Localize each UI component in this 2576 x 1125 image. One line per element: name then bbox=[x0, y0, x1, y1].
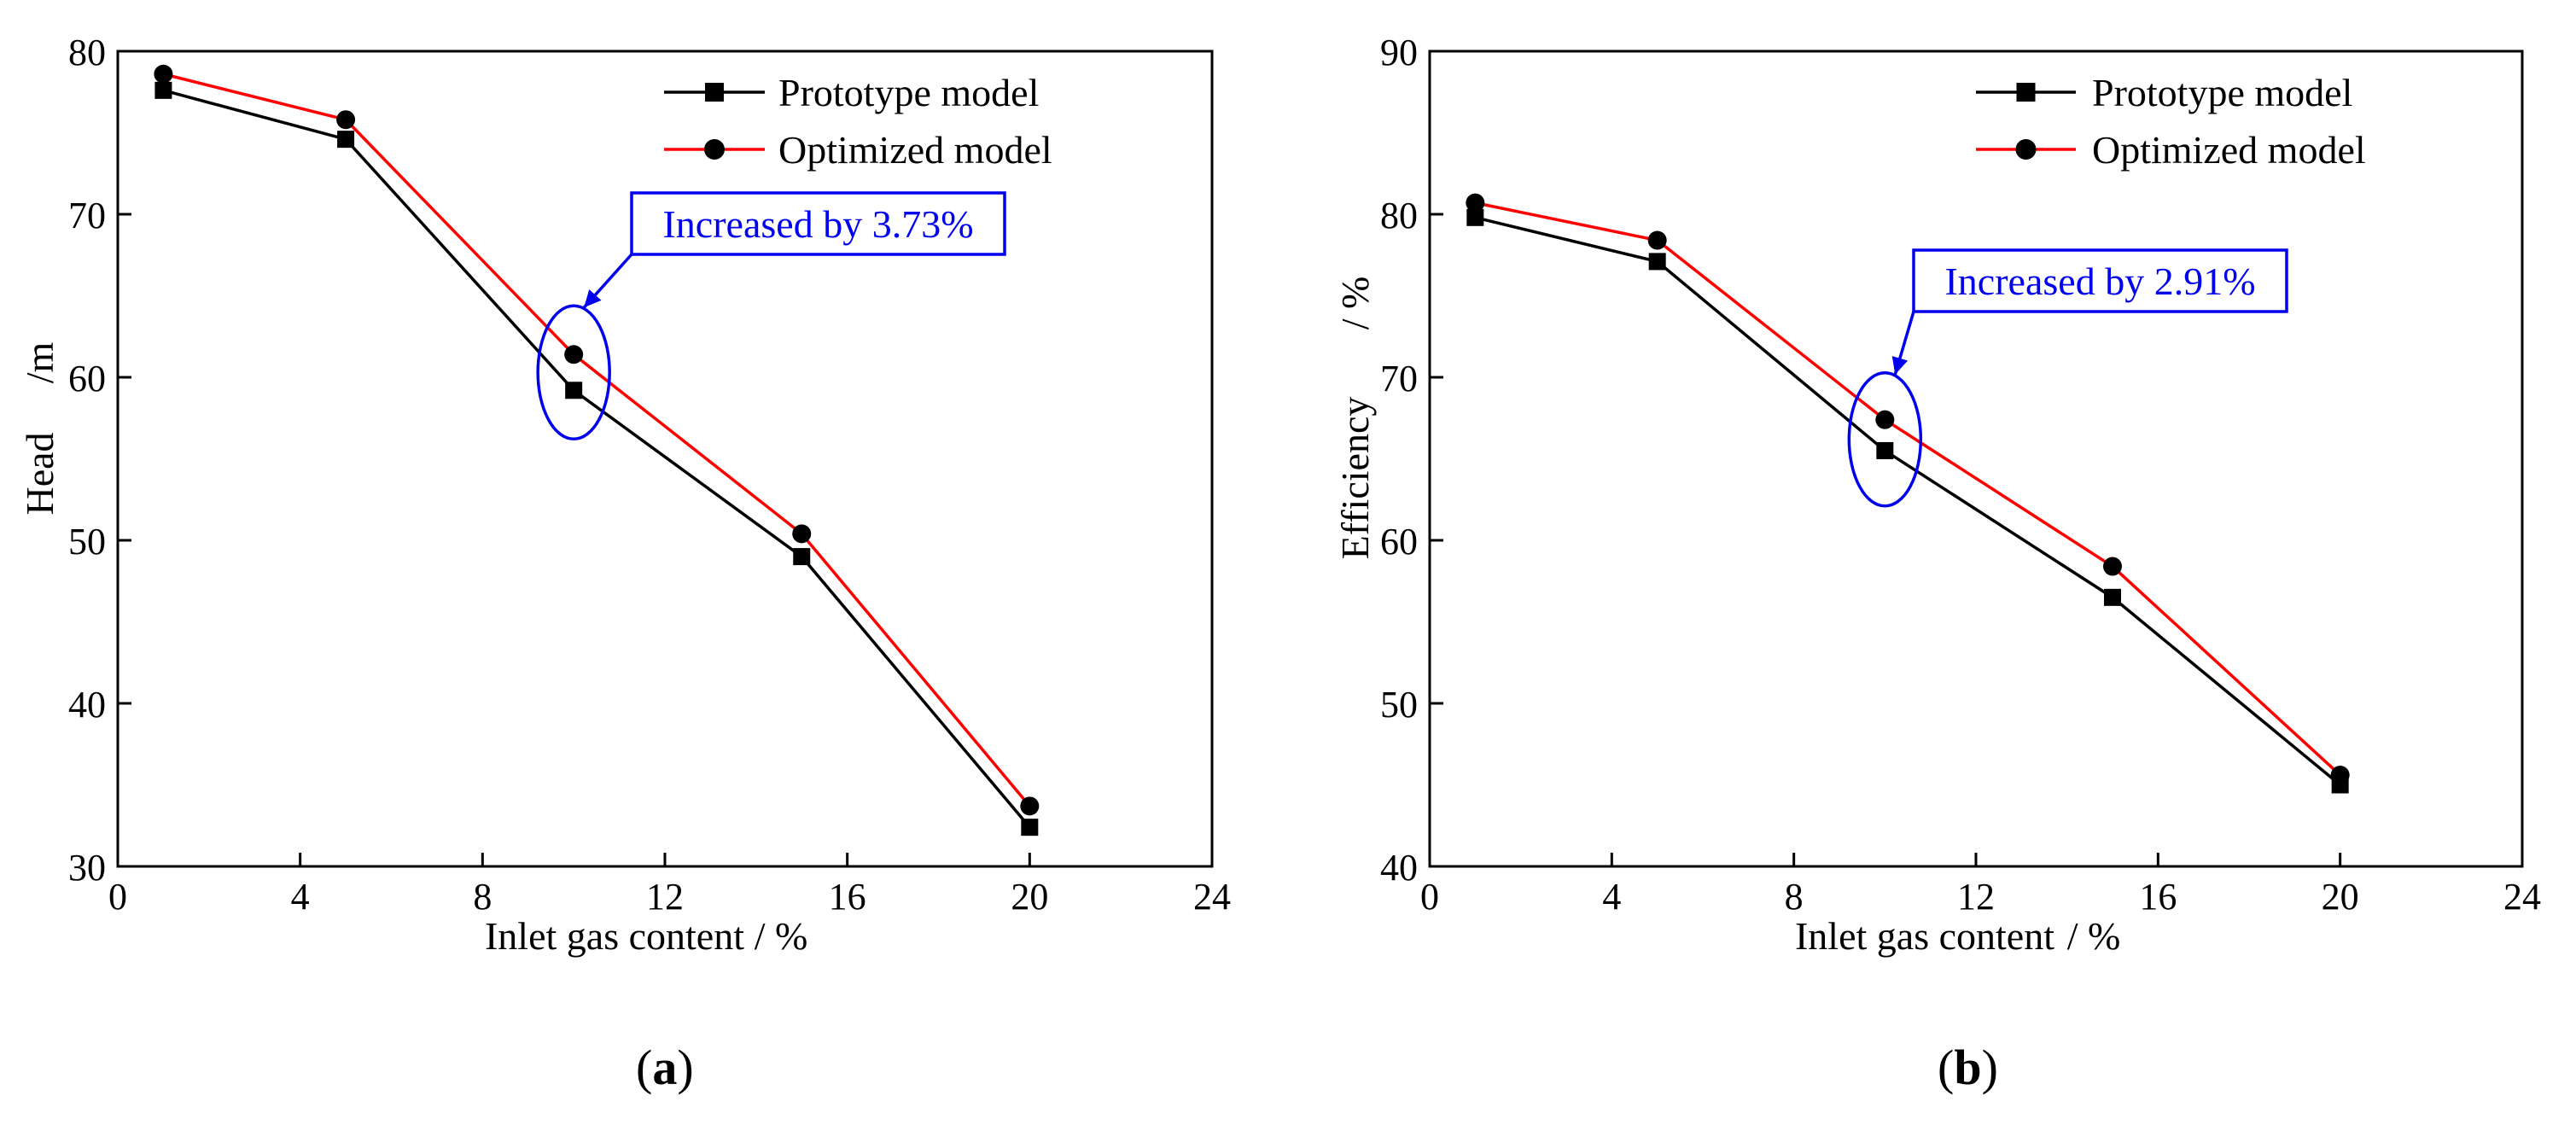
data-point-optimized bbox=[1020, 796, 1040, 816]
x-axis-unit: / % bbox=[2067, 914, 2121, 958]
annotation-ellipse bbox=[536, 304, 611, 441]
data-point-prototype bbox=[2104, 588, 2121, 606]
annotation-text: Increased by 2.91% bbox=[1944, 259, 2255, 303]
data-point-optimized bbox=[564, 345, 584, 364]
data-point-optimized bbox=[792, 524, 812, 544]
y-tick-label: 70 bbox=[1380, 358, 1418, 399]
data-point-optimized bbox=[1647, 230, 1667, 250]
x-tick-label: 4 bbox=[1602, 876, 1621, 918]
annotation-arrowhead bbox=[584, 289, 602, 308]
x-tick-label: 0 bbox=[1420, 876, 1439, 918]
y-tick-label: 40 bbox=[1380, 847, 1418, 889]
chart-b: 0 4 8 12 16 20 24 40 50 60 70 80 90 Inlet gas content… bbox=[1333, 32, 2541, 1095]
chart-a: 0 4 8 12 16 20 24 30 40 50 60 70 80 Inlet gas content… bbox=[18, 32, 1231, 1095]
x-tick-label: 12 bbox=[646, 876, 684, 918]
x-axis-unit: / % bbox=[755, 914, 808, 958]
y-tick-label: 80 bbox=[1380, 195, 1418, 236]
x-tick-label: 24 bbox=[2503, 876, 2541, 918]
annotation-arrowhead bbox=[1891, 356, 1909, 375]
plot-frame bbox=[1428, 50, 2524, 868]
panel-label-close: ) bbox=[677, 1040, 693, 1095]
x-tick-label: 20 bbox=[1011, 876, 1048, 918]
panel-label: (b) bbox=[1938, 1040, 1998, 1095]
annotation-box bbox=[1912, 248, 2288, 313]
x-tick-label: 8 bbox=[473, 876, 492, 918]
plot-frame bbox=[116, 50, 1214, 868]
y-tick-label: 90 bbox=[1380, 32, 1418, 73]
legend-marker-optimized bbox=[704, 139, 725, 160]
y-tick-label: 50 bbox=[68, 521, 106, 562]
y-tick-label: 60 bbox=[1380, 521, 1418, 562]
panel-label-letter: b bbox=[1954, 1040, 1981, 1095]
data-point-prototype bbox=[1648, 253, 1666, 271]
legend-label: Optimized model bbox=[2092, 128, 2366, 172]
data-point-optimized bbox=[1466, 193, 1485, 213]
y-axis-unit: /m bbox=[18, 342, 61, 384]
data-point-prototype bbox=[1021, 819, 1039, 836]
x-tick-label: 24 bbox=[1193, 876, 1231, 918]
data-point-optimized bbox=[154, 64, 173, 84]
series-line-optimized bbox=[162, 73, 1031, 807]
x-axis-label: Inlet gas content bbox=[485, 914, 744, 958]
annotation-text: Increased by 3.73% bbox=[662, 202, 973, 246]
y-tick-label: 40 bbox=[68, 684, 106, 726]
data-point-prototype bbox=[154, 81, 172, 99]
x-tick-label: 0 bbox=[108, 876, 127, 918]
y-tick-label: 80 bbox=[68, 32, 106, 73]
x-tick-label: 16 bbox=[2139, 876, 2177, 918]
x-axis-label: Inlet gas content bbox=[1795, 914, 2054, 958]
legend-label: Optimized model bbox=[778, 128, 1052, 172]
y-tick-label: 70 bbox=[68, 195, 106, 236]
legend-label: Prototype model bbox=[2092, 71, 2352, 114]
legend-marker-prototype bbox=[2016, 83, 2036, 102]
y-tick-label: 50 bbox=[1380, 684, 1418, 726]
x-tick-label: 8 bbox=[1785, 876, 1804, 918]
panel-label-close: ) bbox=[1982, 1040, 1998, 1095]
data-point-prototype bbox=[1876, 441, 1894, 459]
y-axis-unit: / % bbox=[1333, 277, 1377, 330]
panel-label-letter: a bbox=[652, 1040, 677, 1095]
data-point-optimized bbox=[2103, 557, 2122, 576]
data-point-optimized bbox=[336, 110, 356, 130]
legend-label: Prototype model bbox=[778, 71, 1039, 114]
data-point-optimized bbox=[1875, 410, 1895, 429]
annotation-box bbox=[630, 191, 1006, 256]
data-point-prototype bbox=[565, 382, 583, 399]
y-axis-label: Head bbox=[18, 432, 61, 515]
x-tick-label: 16 bbox=[829, 876, 866, 918]
y-tick-label: 60 bbox=[68, 358, 106, 399]
data-point-prototype bbox=[793, 548, 811, 566]
annotation-ellipse bbox=[1847, 371, 1923, 508]
y-tick-label: 30 bbox=[68, 847, 106, 889]
y-axis-label: Efficiency bbox=[1333, 397, 1377, 560]
data-point-prototype bbox=[2331, 776, 2349, 794]
legend-marker-prototype bbox=[705, 83, 724, 102]
panel-label-open: ( bbox=[1938, 1040, 1954, 1095]
x-tick-label: 12 bbox=[1957, 876, 1995, 918]
panel-label-open: ( bbox=[636, 1040, 652, 1095]
data-point-prototype bbox=[337, 131, 355, 149]
x-tick-label: 4 bbox=[291, 876, 310, 918]
x-tick-label: 20 bbox=[2322, 876, 2359, 918]
legend-marker-optimized bbox=[2015, 139, 2037, 160]
panel-label: (a) bbox=[636, 1040, 694, 1095]
data-point-prototype bbox=[1466, 208, 1484, 226]
